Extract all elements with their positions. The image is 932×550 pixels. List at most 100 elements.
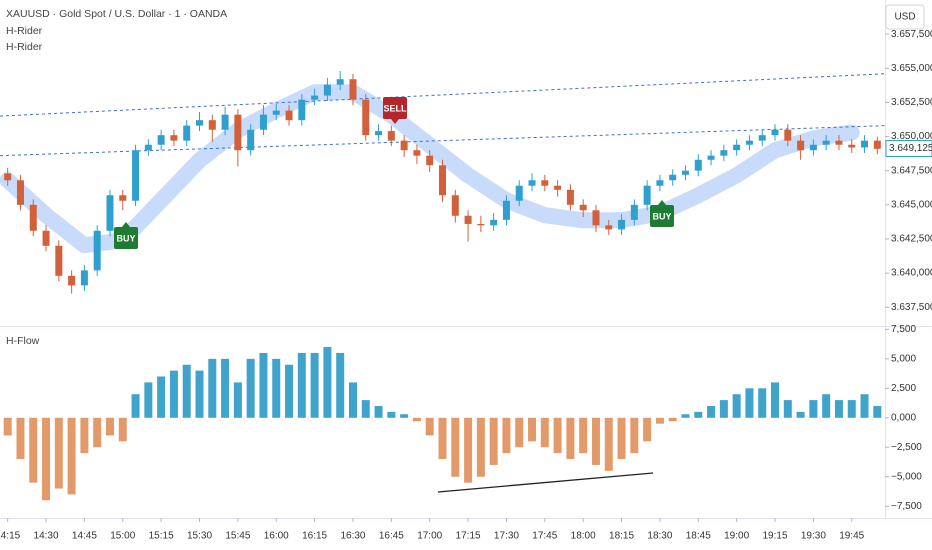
flow-bar	[348, 382, 357, 418]
signal-label: SELL	[383, 103, 407, 113]
flow-bar	[29, 417, 38, 483]
flow-bar	[489, 417, 498, 465]
x-tick-label: 19:15	[762, 531, 787, 542]
signal-box	[650, 205, 674, 227]
x-tick-label: 17:15	[456, 531, 481, 542]
candle-body	[861, 140, 869, 148]
candle-body	[528, 180, 536, 186]
candle-body	[733, 144, 741, 151]
candle-body	[349, 79, 357, 100]
flow-bar	[745, 388, 754, 418]
candle-body	[247, 129, 255, 151]
x-tick-label: 18:15	[609, 531, 634, 542]
candle-body	[771, 129, 779, 136]
candle-body	[490, 219, 498, 226]
flow-bar	[873, 405, 882, 418]
candle-body	[707, 155, 715, 160]
candle-body	[797, 140, 805, 151]
candle-body	[681, 170, 689, 175]
candle-body	[119, 195, 127, 201]
flow-bar	[16, 417, 25, 460]
indicator-label: H-Rider	[6, 25, 43, 37]
candle-body	[426, 155, 434, 166]
x-tick-label: 15:45	[225, 531, 250, 542]
flow-bar	[374, 405, 383, 418]
y-tick-label: 0,000	[891, 412, 916, 423]
candle-body	[375, 131, 383, 136]
flow-bar	[451, 417, 460, 477]
candle-body	[630, 204, 638, 220]
flow-bar	[425, 417, 434, 436]
candle-body	[605, 225, 613, 230]
currency-button[interactable]	[885, 4, 925, 30]
signal-box	[114, 227, 138, 249]
y-tick-label: −2,500	[891, 442, 922, 453]
x-tick-label: 19:30	[801, 531, 826, 542]
flow-bar	[118, 417, 127, 442]
y-tick-label: 3.637,500	[891, 302, 932, 313]
x-tick-label: 16:15	[302, 531, 327, 542]
flow-bar	[515, 417, 524, 448]
candle-body	[848, 144, 856, 148]
flow-bar	[591, 417, 600, 465]
candle-body	[835, 140, 843, 145]
signal-box	[383, 97, 407, 119]
flow-bar	[834, 400, 843, 418]
x-tick-label: 15:15	[149, 531, 174, 542]
x-tick-label: 18:30	[647, 531, 672, 542]
flow-bar	[758, 388, 767, 418]
flow-bar	[476, 417, 485, 477]
flow-bar	[310, 352, 319, 418]
flow-bar	[617, 417, 626, 460]
candle-body	[515, 185, 523, 201]
candle-body	[784, 129, 792, 141]
flow-bar	[297, 352, 306, 418]
candle-body	[694, 159, 702, 171]
signal-arrow	[391, 119, 399, 124]
flow-bar	[783, 400, 792, 418]
flow-bar	[54, 417, 63, 489]
flow-bar	[732, 394, 741, 418]
candle-body	[16, 180, 24, 205]
flow-bar	[157, 376, 166, 418]
candle-body	[132, 150, 140, 201]
x-tick-label: 19:45	[839, 531, 864, 542]
flow-bar	[540, 417, 549, 448]
x-tick-label: 16:00	[264, 531, 289, 542]
flow-bar	[796, 411, 805, 418]
y-tick-label: −5,000	[891, 471, 922, 482]
y-tick-label: −7,500	[891, 501, 922, 512]
flow-bar	[80, 417, 89, 454]
candle-body	[541, 180, 549, 186]
flow-bar	[681, 414, 690, 418]
flow-bar	[246, 358, 255, 418]
y-tick-label: 3.655,000	[891, 63, 932, 74]
flow-bar	[694, 411, 703, 418]
candle-body	[439, 165, 446, 196]
y-tick-label: 7,500	[891, 324, 916, 335]
currency-label[interactable]: USD	[894, 12, 915, 23]
y-tick-label: 3.642,500	[891, 234, 932, 245]
flow-bar	[285, 364, 294, 418]
candle-body	[106, 195, 114, 231]
candle-body	[4, 173, 12, 181]
candle-body	[669, 174, 677, 181]
candle-body	[387, 131, 395, 141]
x-tick-label: 17:30	[494, 531, 519, 542]
candle-body	[93, 230, 101, 271]
flow-bar	[323, 347, 332, 418]
candle-body	[758, 135, 766, 141]
flow-bar	[464, 417, 473, 483]
y-tick-label: 3.652,500	[891, 97, 932, 108]
candle-body	[720, 150, 728, 156]
candle-body	[311, 95, 319, 100]
symbol-title: XAUUSD · Gold Spot / U.S. Dollar · 1 · O…	[6, 8, 227, 20]
x-tick-label: 17:00	[417, 531, 442, 542]
flow-bar	[169, 370, 178, 418]
candle-body	[80, 270, 88, 286]
candle-body	[298, 99, 306, 121]
flow-bar	[3, 417, 12, 436]
trend-line	[437, 472, 654, 493]
candle-body	[822, 140, 830, 145]
